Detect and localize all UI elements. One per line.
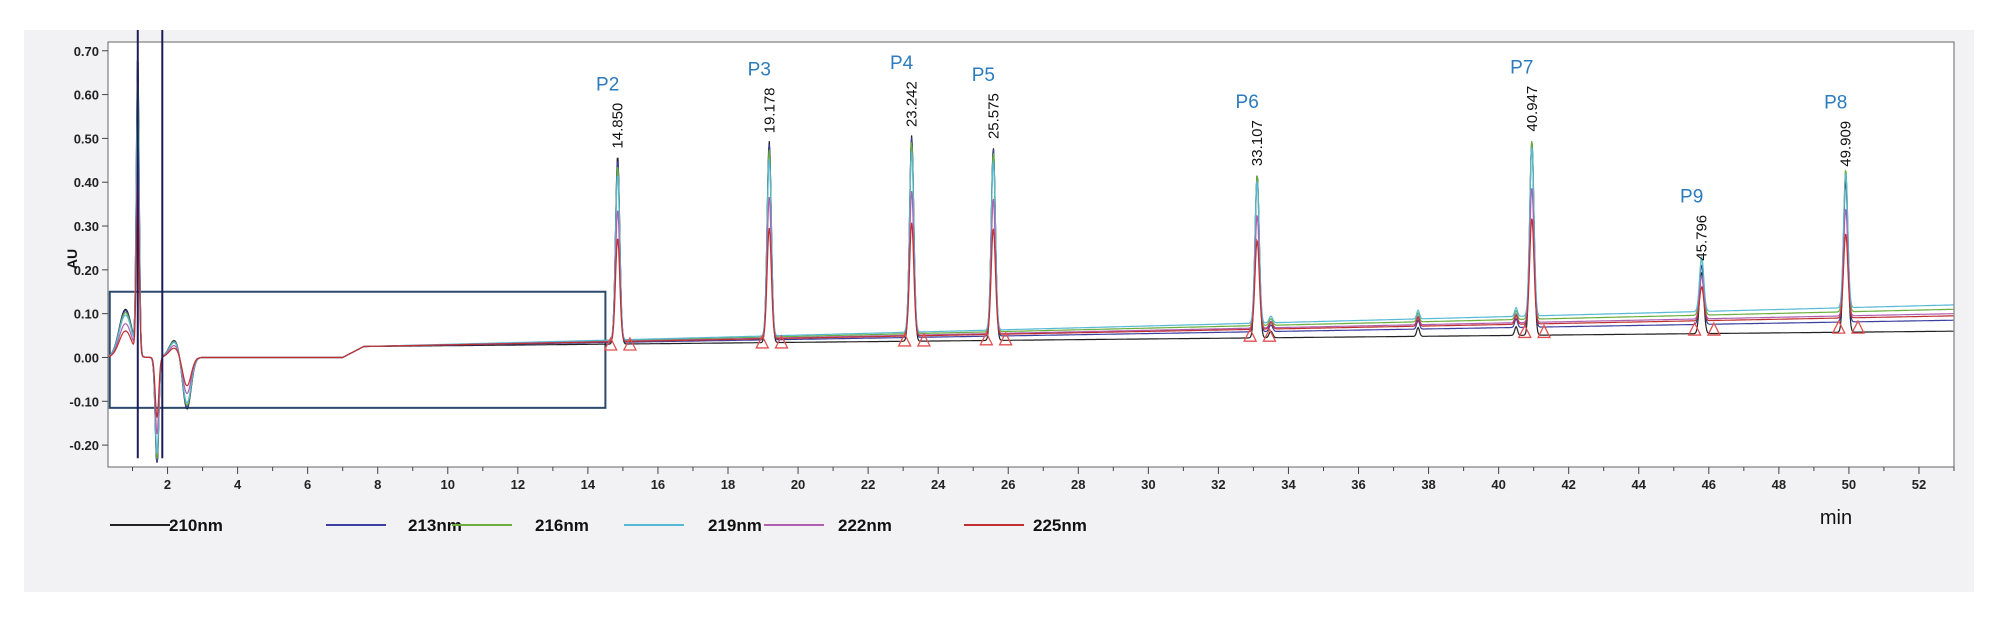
x-tick-label: 18 (721, 477, 735, 492)
integration-marker (622, 336, 637, 351)
integration-marker (1517, 323, 1532, 339)
legend-label-222nm: 222nm (838, 516, 892, 535)
peak-name-label: P4 (890, 53, 914, 74)
y-tick-label: 0.40 (74, 175, 99, 190)
x-tick-label: 14 (581, 477, 596, 492)
integration-marker (1687, 321, 1702, 336)
y-tick-label: 0.20 (74, 263, 99, 278)
peak-retention-label: 23.242 (904, 81, 921, 127)
peak-name-label: P6 (1236, 92, 1259, 113)
y-tick-label: 0.30 (74, 219, 99, 234)
y-tick-label: -0.10 (69, 394, 99, 409)
peak-name-label: P5 (972, 65, 995, 86)
peak-name-label: P7 (1510, 58, 1533, 79)
legend-label-210nm: 210nm (169, 516, 223, 535)
peak-name-label: P2 (596, 75, 619, 96)
y-tick-label: 0.50 (74, 131, 99, 146)
peak-retention-label: 19.178 (761, 87, 778, 133)
y-tick-label: 0.60 (74, 88, 99, 103)
x-tick-label: 6 (304, 477, 311, 492)
integration-marker (1262, 327, 1277, 342)
x-tick-label: 20 (791, 477, 805, 492)
legend-label-225nm: 225nm (1033, 516, 1087, 535)
x-axis-unit-label: min (1820, 507, 1852, 529)
x-tick-label: 12 (511, 477, 525, 492)
x-tick-label: 2 (164, 477, 171, 492)
legend-label-216nm: 216nm (535, 516, 589, 535)
x-tick-label: 32 (1211, 477, 1225, 492)
x-tick-label: 8 (374, 477, 381, 492)
x-tick-label: 40 (1491, 477, 1505, 492)
x-tick-label: 26 (1001, 477, 1015, 492)
integration-marker (1537, 323, 1552, 339)
y-tick-label: 0.00 (74, 350, 99, 365)
integration-marker (1831, 319, 1846, 334)
x-tick-label: 34 (1281, 477, 1296, 492)
legend-label-219nm: 219nm (708, 516, 762, 535)
integration-marker (998, 331, 1013, 346)
legend-label-213nm: 213nm (408, 516, 462, 535)
peak-retention-label: 40.947 (1524, 86, 1541, 132)
peak-name-label: P8 (1824, 93, 1847, 114)
plot-area (107, 41, 1955, 468)
peak-retention-label: 49.909 (1838, 121, 1855, 167)
peak-retention-label: 33.107 (1249, 120, 1266, 166)
x-tick-label: 48 (1772, 477, 1786, 492)
x-tick-label: 38 (1421, 477, 1435, 492)
x-tick-label: 22 (861, 477, 875, 492)
x-tick-label: 28 (1071, 477, 1085, 492)
peak-retention-label: 25.575 (985, 93, 1002, 139)
series-line-225nm (107, 192, 1954, 418)
x-tick-label: 16 (651, 477, 665, 492)
x-tick-label: 10 (441, 477, 455, 492)
peak-name-label: P9 (1680, 187, 1703, 208)
integration-marker (755, 334, 770, 349)
x-tick-label: 4 (234, 477, 242, 492)
x-tick-label: 50 (1842, 477, 1856, 492)
x-tick-label: 46 (1702, 477, 1716, 492)
integration-marker (1706, 321, 1721, 336)
peak-retention-label: 14.850 (610, 103, 627, 149)
x-tick-label: 44 (1632, 477, 1647, 492)
integration-marker (1243, 327, 1258, 342)
x-tick-label: 42 (1561, 477, 1575, 492)
peak-name-label: P3 (748, 59, 771, 80)
y-axis-label: AU (64, 249, 80, 269)
chart-panel: 0.70 0.60 0.50 0.40 0.30 0.20 0.10 0.00 -0.10 -0.… (24, 30, 1974, 592)
chromatogram-chart: 0.70 0.60 0.50 0.40 0.30 0.20 0.10 0.00 -0.10 -0.… (64, 30, 1955, 535)
x-tick-label: 36 (1351, 477, 1365, 492)
integration-marker (979, 331, 994, 346)
y-tick-label: -0.20 (69, 438, 99, 453)
x-tick-label: 24 (931, 477, 946, 492)
x-tick-label: 30 (1141, 477, 1155, 492)
y-tick-label: 0.70 (74, 44, 99, 59)
integration-marker (916, 332, 931, 347)
integration-marker (774, 334, 789, 349)
peak-retention-label: 45.796 (1694, 215, 1711, 261)
integration-marker (1850, 319, 1866, 334)
y-tick-label: 0.10 (74, 307, 99, 322)
x-tick-label: 52 (1912, 477, 1926, 492)
integration-marker (897, 332, 912, 347)
integration-marker (603, 336, 618, 351)
